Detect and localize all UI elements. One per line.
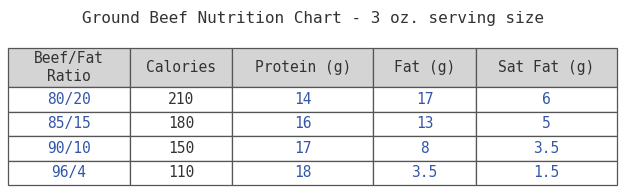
Text: 80/20: 80/20 bbox=[47, 92, 91, 107]
Text: Fat (g): Fat (g) bbox=[394, 60, 455, 75]
Bar bbox=[8, 161, 130, 185]
Bar bbox=[232, 161, 373, 185]
Text: 13: 13 bbox=[416, 116, 433, 131]
Bar bbox=[130, 112, 232, 136]
Bar bbox=[476, 87, 617, 112]
Text: 85/15: 85/15 bbox=[47, 116, 91, 131]
Text: 90/10: 90/10 bbox=[47, 141, 91, 156]
Text: 96/4: 96/4 bbox=[51, 165, 86, 180]
Bar bbox=[476, 112, 617, 136]
Text: 1.5: 1.5 bbox=[533, 165, 559, 180]
Bar bbox=[373, 87, 476, 112]
Text: 16: 16 bbox=[294, 116, 312, 131]
Bar bbox=[476, 48, 617, 87]
Text: 17: 17 bbox=[416, 92, 433, 107]
Text: 180: 180 bbox=[168, 116, 194, 131]
Bar bbox=[476, 136, 617, 161]
Text: 210: 210 bbox=[168, 92, 194, 107]
Text: 17: 17 bbox=[294, 141, 312, 156]
Bar bbox=[8, 112, 130, 136]
Text: 5: 5 bbox=[542, 116, 551, 131]
Bar bbox=[130, 161, 232, 185]
Bar bbox=[8, 136, 130, 161]
Text: 3.5: 3.5 bbox=[533, 141, 559, 156]
Text: 110: 110 bbox=[168, 165, 194, 180]
Bar bbox=[130, 136, 232, 161]
Bar bbox=[373, 136, 476, 161]
Text: Calories: Calories bbox=[146, 60, 216, 75]
Bar bbox=[373, 48, 476, 87]
Bar bbox=[373, 112, 476, 136]
Bar bbox=[232, 87, 373, 112]
Bar bbox=[232, 112, 373, 136]
Text: Sat Fat (g): Sat Fat (g) bbox=[498, 60, 594, 75]
Text: 150: 150 bbox=[168, 141, 194, 156]
Bar bbox=[130, 87, 232, 112]
Text: 6: 6 bbox=[542, 92, 551, 107]
Bar bbox=[232, 48, 373, 87]
Text: 8: 8 bbox=[420, 141, 429, 156]
Bar bbox=[130, 48, 232, 87]
Bar bbox=[232, 136, 373, 161]
Text: 14: 14 bbox=[294, 92, 312, 107]
Text: 18: 18 bbox=[294, 165, 312, 180]
Text: Protein (g): Protein (g) bbox=[255, 60, 351, 75]
Text: Ground Beef Nutrition Chart - 3 oz. serving size: Ground Beef Nutrition Chart - 3 oz. serv… bbox=[81, 11, 544, 25]
Text: Beef/Fat
Ratio: Beef/Fat Ratio bbox=[34, 51, 104, 84]
Bar bbox=[373, 161, 476, 185]
Bar bbox=[476, 161, 617, 185]
Bar bbox=[8, 48, 130, 87]
Bar bbox=[8, 87, 130, 112]
Text: 3.5: 3.5 bbox=[411, 165, 437, 180]
